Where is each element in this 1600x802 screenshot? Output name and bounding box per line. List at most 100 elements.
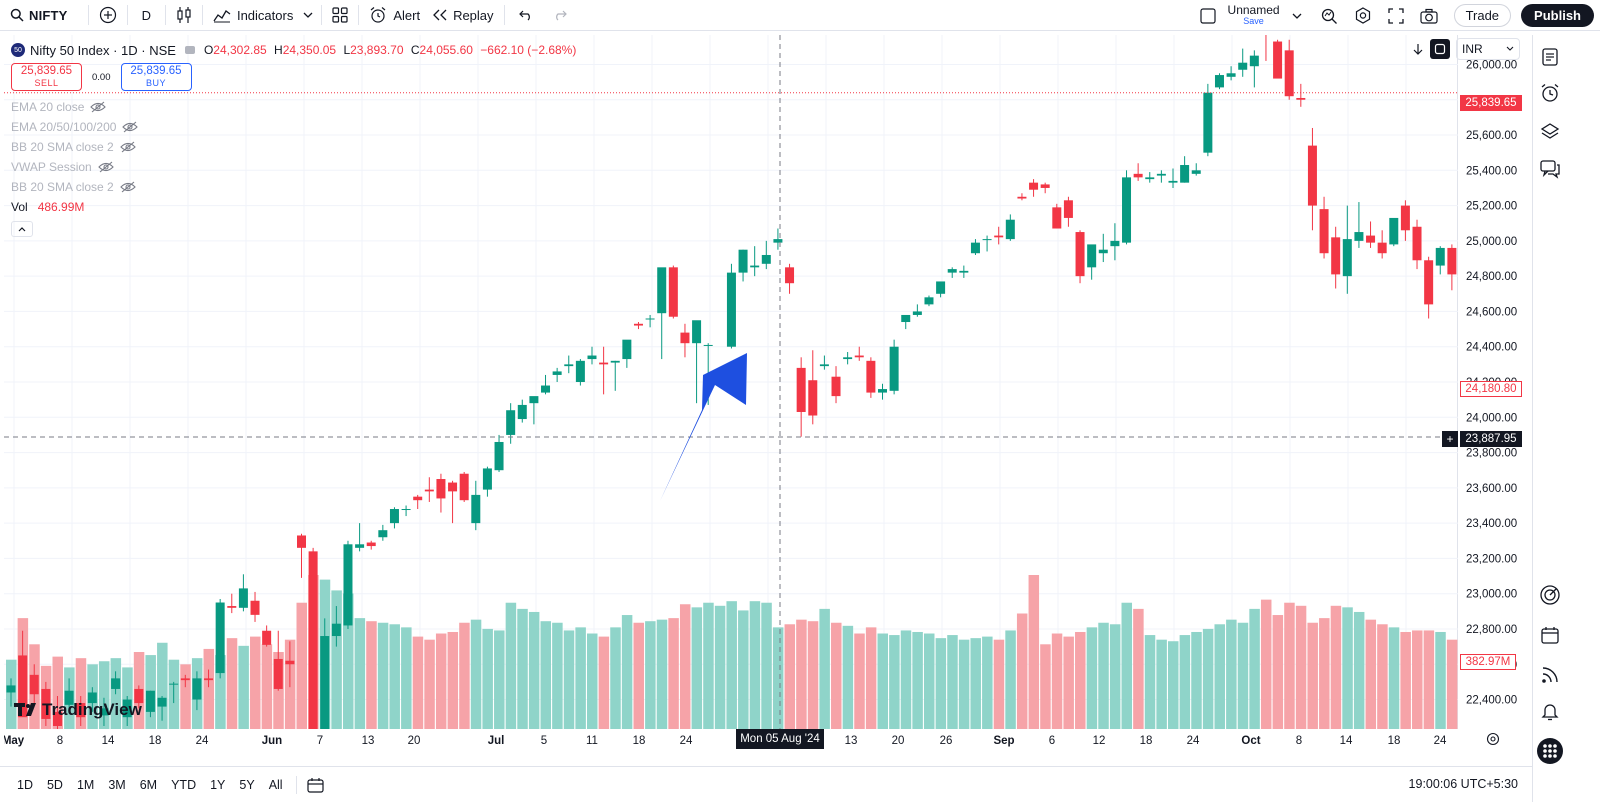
fullscreen-icon[interactable]: [1387, 7, 1404, 24]
volume-bar: [842, 625, 854, 729]
range-button[interactable]: 6M: [139, 777, 158, 792]
divider: [358, 5, 360, 25]
volume-bar: [703, 602, 714, 729]
range-button[interactable]: YTD: [171, 777, 197, 792]
undo-button[interactable]: [509, 0, 543, 31]
hotlists-button[interactable]: [1534, 579, 1566, 611]
watchlist-icon: [1540, 47, 1560, 67]
range-button[interactable]: 1M: [76, 777, 95, 792]
price-tick-label: 23,400.00: [1466, 518, 1517, 530]
candle-body: [1319, 209, 1329, 254]
price-chart[interactable]: [4, 15, 1539, 802]
candle-body: [1307, 145, 1317, 206]
chart-pane[interactable]: [4, 15, 1539, 802]
candle-body: [1273, 41, 1283, 79]
range-button[interactable]: 1Y: [210, 777, 226, 792]
sell-button[interactable]: 25,839.65 SELL: [11, 63, 82, 91]
time-tick-label: 14: [1340, 735, 1353, 747]
interval-button[interactable]: D: [132, 0, 161, 31]
time-tick-label: Sep: [993, 735, 1014, 747]
clock-timezone[interactable]: 19:00:06 UTC+5:30: [1408, 777, 1518, 791]
replay-button[interactable]: Replay: [426, 0, 499, 31]
candle-body: [668, 267, 678, 317]
layout-name-button[interactable]: Unnamed Save: [1228, 4, 1280, 27]
symbol-legend[interactable]: 50 Nifty 50 Index · 1D · NSE O24,302.85 …: [11, 40, 576, 60]
trade-button[interactable]: Trade: [1453, 4, 1512, 27]
chart-legend: 50 Nifty 50 Index · 1D · NSE O24,302.85 …: [11, 40, 576, 237]
chart-type-button[interactable]: [170, 0, 198, 31]
alerts-button[interactable]: [1534, 77, 1566, 109]
range-button[interactable]: All: [268, 777, 283, 792]
eye-hidden-icon[interactable]: [119, 181, 136, 193]
time-axis-settings-icon[interactable]: [1486, 732, 1500, 746]
time-tick-label: 24: [196, 735, 209, 747]
redo-button[interactable]: [543, 0, 577, 31]
volume-bar: [1284, 602, 1295, 729]
layout-grid-button[interactable]: [326, 0, 354, 31]
symbol-search[interactable]: NIFTY: [0, 0, 74, 31]
object-tree-button[interactable]: [1534, 115, 1566, 147]
chevron-down-icon[interactable]: [1292, 12, 1302, 20]
time-tick-label: 8: [1296, 735, 1302, 747]
chats-button[interactable]: [1534, 153, 1566, 185]
range-button[interactable]: 5D: [46, 777, 63, 792]
candle-body: [250, 600, 260, 615]
volume-legend[interactable]: Vol 486.99M: [11, 197, 576, 217]
candle-body: [424, 489, 434, 492]
indicator-legend-row[interactable]: BB 20 SMA close 2: [11, 177, 576, 197]
candle-body: [111, 678, 121, 689]
eye-hidden-icon[interactable]: [90, 101, 107, 113]
calendar-button[interactable]: [1534, 619, 1566, 651]
volume-marker: 382.97M: [1460, 654, 1516, 670]
volume-bar: [1156, 639, 1167, 729]
compare-button[interactable]: [93, 0, 123, 31]
time-tick-label: 26: [940, 735, 953, 747]
buy-button[interactable]: 25,839.65 BUY: [120, 63, 192, 91]
settings-icon[interactable]: [1354, 6, 1372, 25]
eye-hidden-icon[interactable]: [122, 121, 139, 133]
crosshair-plus-button[interactable]: +: [1442, 431, 1458, 447]
volume-bar: [935, 638, 947, 729]
apps-button[interactable]: [1534, 735, 1566, 767]
candle-body: [785, 267, 795, 284]
candle-body: [610, 360, 620, 363]
target-icon: [1539, 584, 1561, 606]
range-button[interactable]: 3M: [108, 777, 126, 792]
range-button[interactable]: 1D: [17, 777, 33, 792]
indicator-templates-button[interactable]: [299, 0, 317, 31]
undo-icon: [518, 9, 533, 21]
camera-icon[interactable]: [1419, 8, 1438, 24]
ohlc-values: O24,302.85 H24,350.05 L23,893.70 C24,055…: [204, 43, 576, 57]
indicator-legend-row[interactable]: BB 20 SMA close 2: [11, 137, 576, 157]
volume-bar: [517, 608, 528, 729]
indicator-legend-row[interactable]: EMA 20/50/100/200: [11, 117, 576, 137]
indicator-legend-row[interactable]: VWAP Session: [11, 157, 576, 177]
time-tick-label: 5: [541, 735, 547, 747]
eye-hidden-icon[interactable]: [119, 141, 136, 153]
quick-search-icon[interactable]: [1320, 7, 1338, 25]
candle-body: [506, 410, 516, 435]
date-range-calendar-icon[interactable]: [306, 777, 325, 793]
indicators-button[interactable]: Indicators: [207, 0, 299, 31]
news-feed-button[interactable]: [1534, 659, 1566, 691]
price-tick-label: 24,000.00: [1466, 412, 1517, 424]
currency-select[interactable]: INR: [1456, 38, 1520, 60]
eye-hidden-icon[interactable]: [97, 161, 114, 173]
auto-scale-icon[interactable]: [1430, 39, 1450, 59]
alert-button[interactable]: Alert: [363, 0, 426, 31]
checkbox-icon[interactable]: [1199, 7, 1216, 24]
volume-bar: [668, 618, 679, 729]
price-tick-label: 25,200.00: [1466, 201, 1517, 213]
notifications-button[interactable]: [1534, 695, 1566, 727]
collapse-legend-button[interactable]: [11, 221, 33, 237]
candle-body: [1180, 165, 1190, 183]
watchlist-button[interactable]: [1534, 41, 1566, 73]
volume-bar: [1388, 627, 1400, 729]
arrow-down-icon[interactable]: [1412, 42, 1424, 56]
range-button[interactable]: 5Y: [239, 777, 255, 792]
candle-body: [599, 362, 609, 365]
time-axis[interactable]: May 8 14 18 24 Jun 7 13 20 Jul 5 11 18 24 13 20 26 Sep 6 12…: [2, 729, 1458, 751]
publish-button[interactable]: Publish: [1521, 4, 1594, 27]
indicator-legend-row[interactable]: EMA 20 close: [11, 97, 576, 117]
chevron-down-icon: [1506, 46, 1514, 52]
